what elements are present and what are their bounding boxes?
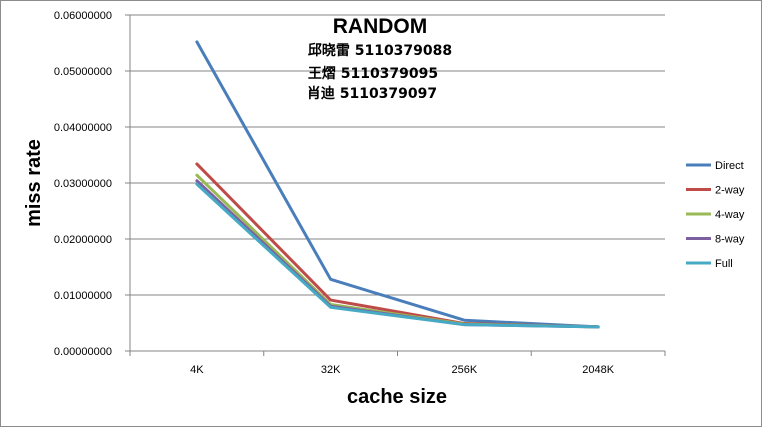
chart-title: RANDOM [333,15,428,38]
x-tick-label: 256K [452,364,478,376]
y-tick-label: 0.03000000 [54,178,112,190]
legend-label-8-way: 8-way [715,234,745,246]
series-line-4-way [195,173,600,329]
chart-subtitle-line-1: 邱晓雷 5110379088 [308,42,452,59]
legend: Direct 2-way 4-way 8-way Full [686,160,745,270]
gridlines [125,14,666,356]
y-tick-label: 0.02000000 [54,234,112,246]
x-tick-label: 2048K [582,364,614,376]
legend-label-4-way: 4-way [715,209,745,221]
x-axis-title: cache size [347,386,447,408]
series-line-direct [195,40,600,329]
y-axis-title: miss rate [23,139,45,227]
y-tick-label: 0.01000000 [54,290,112,302]
x-tick-label: 32K [321,364,341,376]
y-tick-label: 0.00000000 [54,346,112,358]
series-line-2-way [195,162,600,329]
y-tick-label: 0.04000000 [54,122,112,134]
chart-subtitle-line-3: 肖迪 5110379097 [307,85,437,102]
x-axis-ticks: 4K 32K 256K 2048K [190,364,615,376]
series-line-full [195,182,600,329]
series-lines [195,40,600,329]
y-axis-ticks: 0.00000000 0.01000000 0.02000000 0.03000000… [54,10,112,358]
x-tick-label: 4K [190,364,204,376]
legend-label-full: Full [715,258,733,270]
chart-subtitle-line-2: 王熠 5110379095 [308,66,438,82]
y-tick-label: 0.05000000 [54,66,112,78]
series-line-8-way [195,179,600,329]
legend-label-2-way: 2-way [715,185,745,197]
legend-label-direct: Direct [715,160,744,172]
y-tick-label: 0.06000000 [54,10,112,22]
